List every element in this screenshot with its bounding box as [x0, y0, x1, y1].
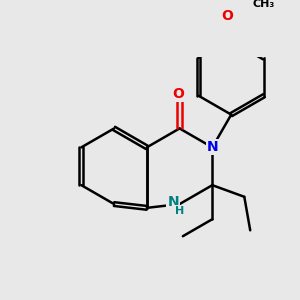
Text: CH₃: CH₃ [253, 0, 275, 9]
Text: N: N [167, 195, 179, 209]
Text: N: N [206, 140, 218, 154]
Text: O: O [172, 87, 184, 101]
Text: O: O [221, 8, 232, 22]
Text: H: H [175, 206, 184, 216]
